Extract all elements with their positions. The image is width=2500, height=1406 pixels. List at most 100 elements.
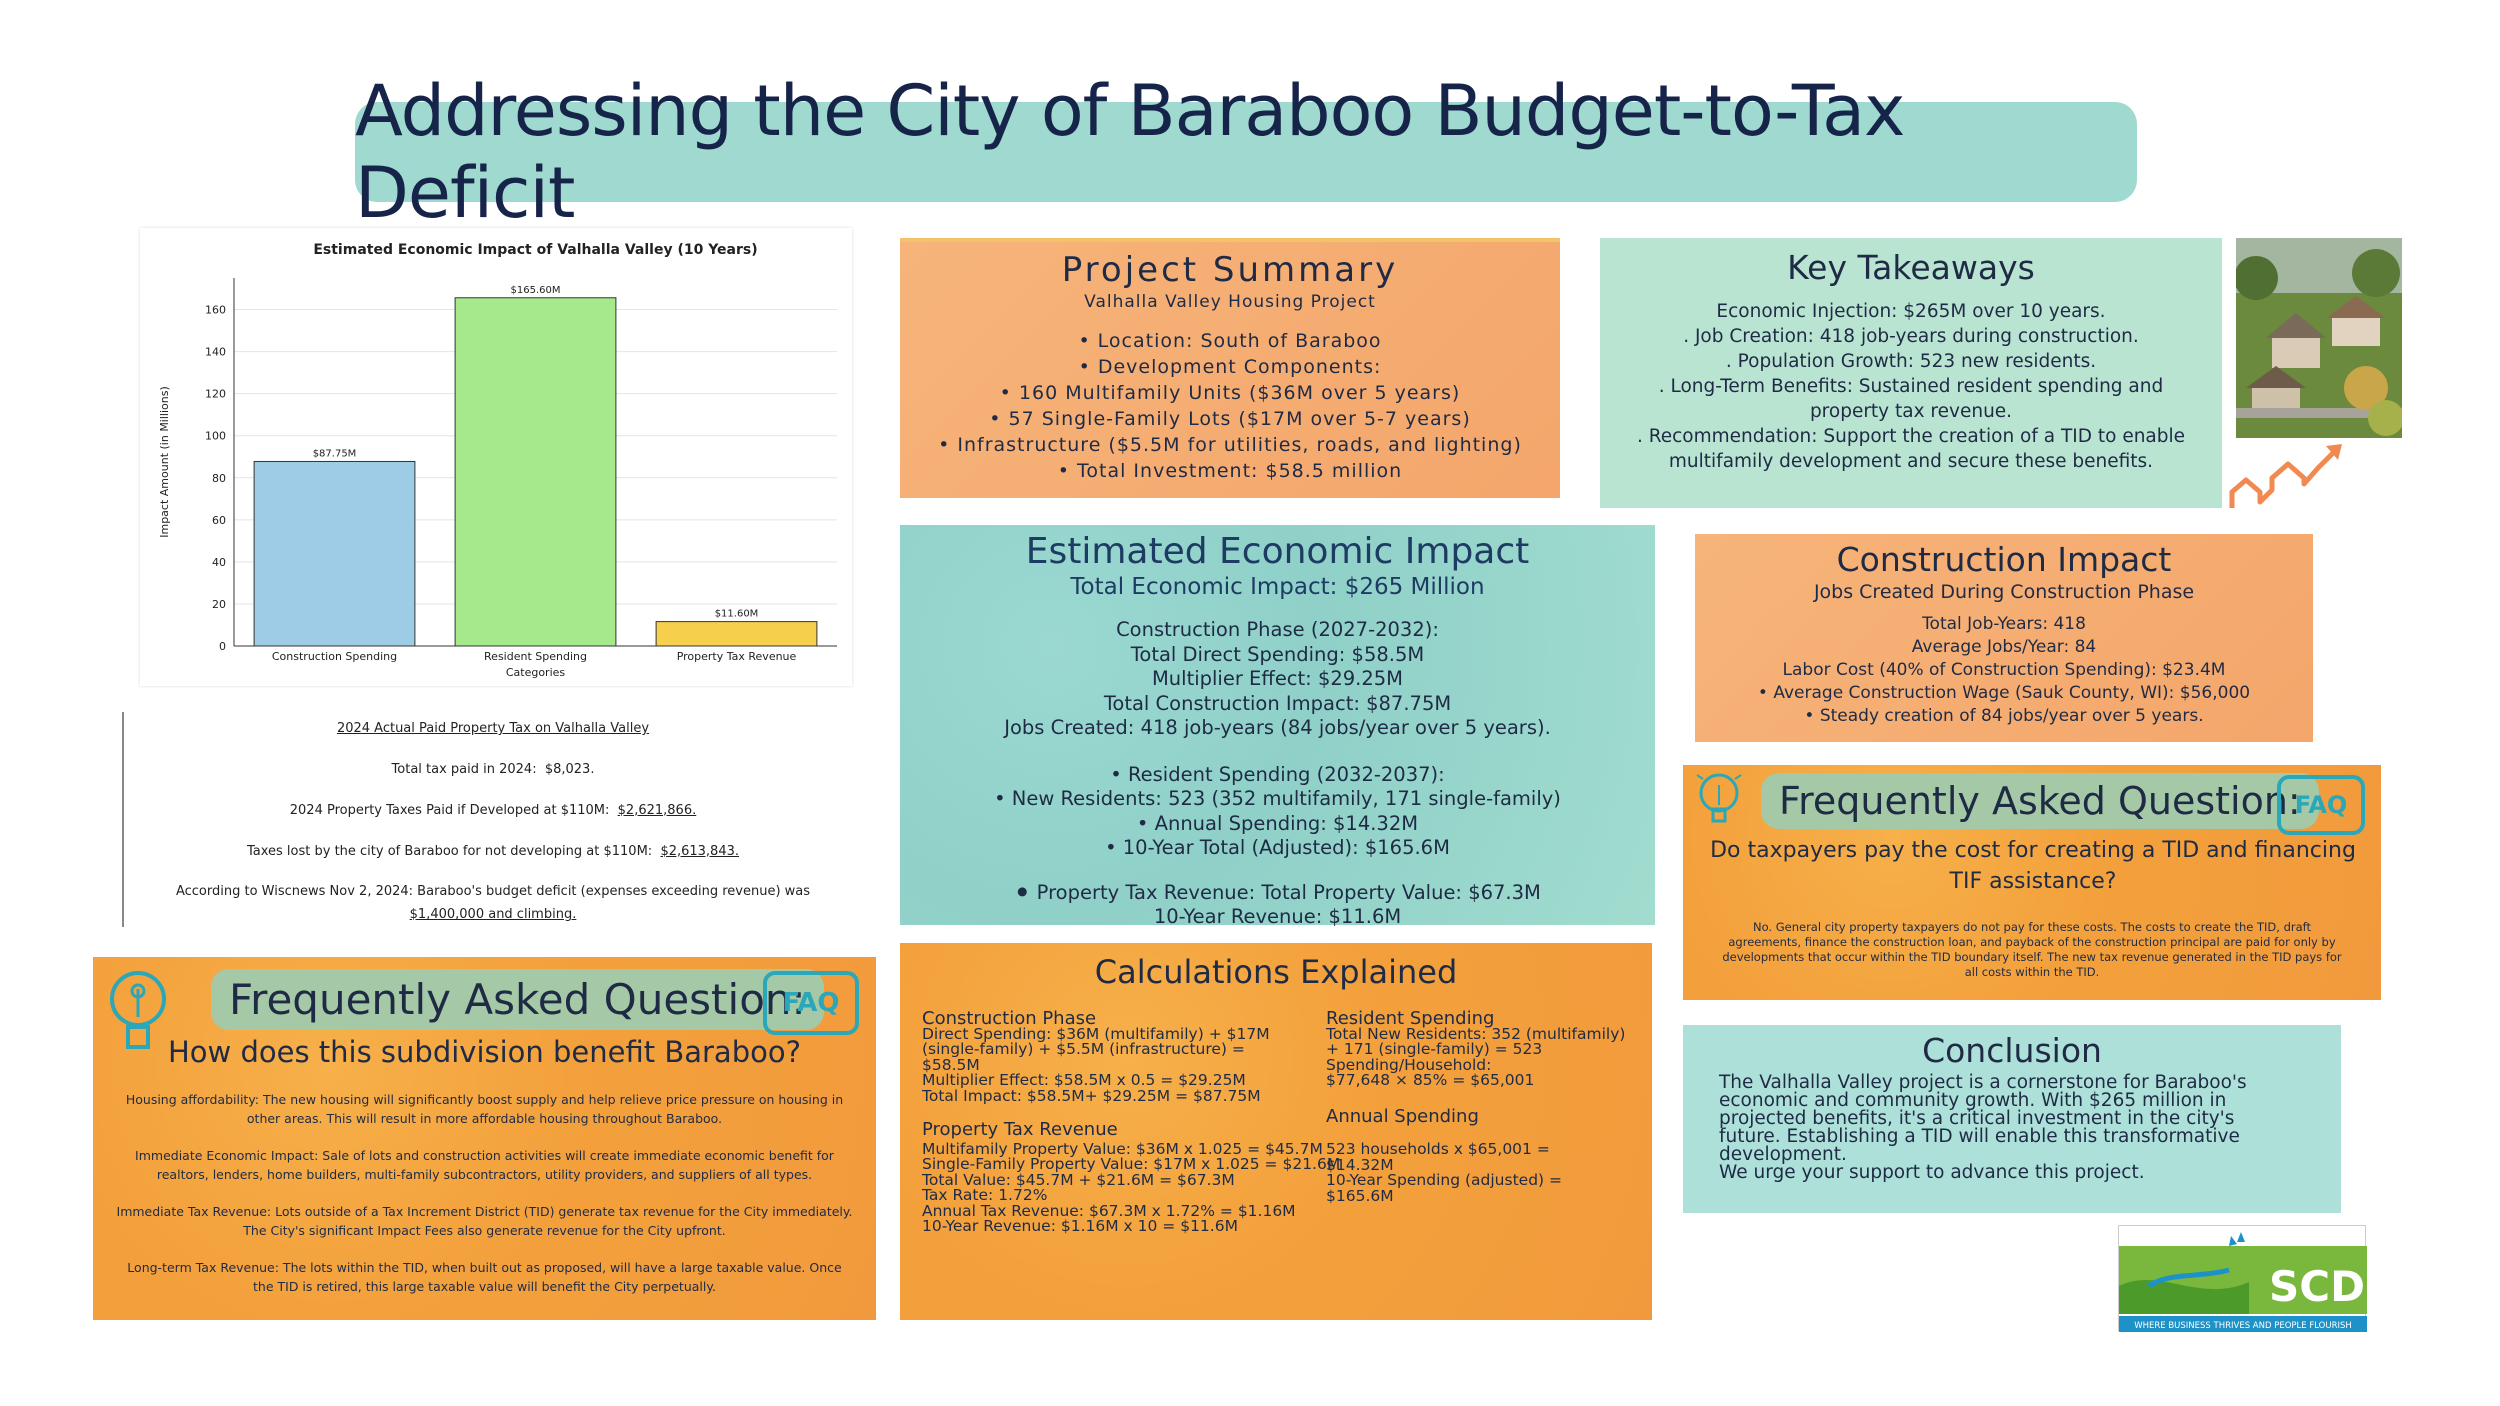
- key-takeaway-item: Economic Injection: $265M over 10 years.: [1716, 301, 2106, 322]
- tax-line-3-label: Taxes lost by the city of Baraboo for no…: [246, 843, 653, 859]
- faq-left-answer: Housing affordability: The new housing w…: [93, 1090, 876, 1296]
- project-summary-item: • 160 Multifamily Units ($36M over 5 yea…: [999, 382, 1461, 404]
- bar-value-label: $11.60M: [715, 609, 759, 620]
- economic-impact-line: • Resident Spending (2032-2037):: [1110, 762, 1445, 786]
- key-takeaway-item: . Long-Term Benefits: Sustained resident…: [1658, 376, 2164, 397]
- calc-line: Tax Rate: 1.72%: [922, 1186, 1048, 1204]
- chart-title: Estimated Economic Impact of Valhalla Va…: [313, 242, 757, 258]
- bar-value-label: $165.60M: [511, 285, 561, 296]
- tax-line-2-value: $2,621,866.: [617, 802, 697, 818]
- economic-impact-line: Jobs Created: 418 job-years (84 jobs/yea…: [1004, 716, 1551, 739]
- calc-line: Multifamily Property Value: $36M x 1.025…: [922, 1139, 1323, 1158]
- calc-line: 10-Year Spending (adjusted) =: [1326, 1171, 1562, 1189]
- y-tick-label: 140: [205, 346, 226, 359]
- calc-line: Multiplier Effect: $58.5M x 0.5 = $29.25…: [922, 1071, 1246, 1089]
- houses-photo: [2236, 238, 2402, 438]
- construction-impact-item: • Steady creation of 84 jobs/year over 5…: [1804, 706, 2204, 726]
- bar-value-label: $87.75M: [313, 448, 357, 459]
- economic-impact-line: Total Construction Impact: $87.75M: [1103, 691, 1452, 715]
- economic-impact-line: • Annual Spending: $14.32M: [1136, 811, 1419, 835]
- faq-left-paragraph: Immediate Tax Revenue: Lots outside of a…: [93, 1202, 876, 1240]
- economic-impact-construction: Construction Phase (2027-2032): Total Dir…: [900, 618, 1655, 741]
- logo-tagline: WHERE BUSINESS THRIVES AND PEOPLE FLOURI…: [2134, 1321, 2352, 1331]
- calc-line: Single-Family Property Value: $17M x 1.0…: [922, 1155, 1341, 1173]
- calc-line: $58.5M: [922, 1055, 980, 1074]
- faq-right-panel: Frequently Asked Question: FAQ Do taxpay…: [1683, 765, 2381, 1000]
- y-tick-label: 160: [205, 304, 226, 317]
- faq-left-paragraph: Housing affordability: The new housing w…: [93, 1090, 876, 1128]
- construction-impact-title: Construction Impact: [1836, 540, 2172, 579]
- calc-right-column: Resident Spending Total New Residents: 3…: [1326, 1008, 1636, 1204]
- calc-construction-heading: Construction Phase: [922, 1008, 1097, 1029]
- calc-line: 523 households x $65,001 =: [1326, 1140, 1550, 1158]
- faq-left-heading-text: Frequently Asked Question:: [229, 975, 806, 1024]
- scdc-logo: SCDC WHERE BUSINESS THRIVES AND PEOPLE F…: [2118, 1225, 2396, 1332]
- economic-impact-line: • 10-Year Total (Adjusted): $165.6M: [1105, 836, 1450, 859]
- calc-line: Total Impact: $58.5M+ $29.25M = $87.75M: [922, 1086, 1261, 1105]
- tax-notes: 2024 Actual Paid Property Tax on Valhall…: [122, 712, 862, 927]
- x-tick-label: Construction Spending: [272, 650, 397, 663]
- key-takeaway-item: multifamily development and secure these…: [1668, 451, 2154, 472]
- faq-left-question: How does this subdivision benefit Barabo…: [167, 1035, 801, 1069]
- x-tick-label: Resident Spending: [484, 650, 587, 663]
- faq-icon: FAQ: [763, 971, 859, 1035]
- calc-line: $77,648 × 85% = $65,001: [1326, 1071, 1535, 1089]
- economic-impact-resident: • Resident Spending (2032-2037): • New Re…: [900, 763, 1655, 861]
- page-title: Addressing the City of Baraboo Budget-to…: [355, 70, 2137, 234]
- calc-line: Total Value: $45.7M + $21.6M = $67.3M: [922, 1170, 1235, 1189]
- growth-house-icon: [2226, 440, 2348, 515]
- tax-line-1-value: $8,023.: [544, 761, 595, 777]
- economic-impact-property-tax: ⚫ Property Tax Revenue: Total Property V…: [900, 881, 1655, 930]
- logo-text: SCDC: [2269, 1262, 2367, 1311]
- faq-left-panel: Frequently Asked Question: FAQ How does …: [93, 957, 876, 1320]
- key-takeaway-item: . Job Creation: 418 job-years during con…: [1683, 326, 2139, 347]
- construction-impact-item: Labor Cost (40% of Construction Spending…: [1782, 660, 2226, 680]
- calc-line: Total New Residents: 352 (multifamily): [1326, 1024, 1626, 1043]
- faq-right-answer: No. General city property taxpayers do n…: [1693, 920, 2371, 980]
- y-tick-label: 0: [219, 640, 226, 653]
- calc-annual-heading: Annual Spending: [1326, 1105, 1479, 1127]
- construction-impact-subtitle: Jobs Created During Construction Phase: [1813, 581, 2195, 603]
- economic-impact-line: Construction Phase (2027-2032):: [1116, 618, 1439, 641]
- y-tick-label: 100: [205, 430, 226, 443]
- project-summary-panel: Project Summary Valhalla Valley Housing …: [900, 238, 1560, 498]
- y-tick-label: 80: [212, 472, 226, 485]
- economic-impact-panel: Estimated Economic Impact Total Economic…: [900, 525, 1655, 928]
- bar-property-tax-revenue: [655, 621, 818, 647]
- project-summary-title: Project Summary: [1061, 250, 1399, 290]
- project-summary-item: • Location: South of Baraboo: [1078, 330, 1382, 352]
- economic-impact-line: ⚫ Property Tax Revenue: Total Property V…: [1014, 880, 1541, 904]
- chart-panel: Estimated Economic Impact of Valhalla Va…: [140, 228, 852, 686]
- calc-line: Direct Spending: $36M (multifamily) + $1…: [922, 1024, 1270, 1043]
- calc-line: $14.32M: [1326, 1155, 1394, 1174]
- bar-chart: Estimated Economic Impact of Valhalla Va…: [158, 242, 837, 679]
- calc-line: + 171 (single-family) = 523: [1326, 1040, 1543, 1058]
- project-summary-list: • Location: South of Baraboo • Developmen…: [900, 328, 1560, 484]
- tax-line-3-value: $2,613,843.: [660, 843, 740, 859]
- project-summary-item: • 57 Single-Family Lots ($17M over 5-7 y…: [989, 408, 1471, 430]
- faq-right-heading: Frequently Asked Question:: [1761, 773, 2319, 829]
- calc-line: Spending/Household:: [1326, 1055, 1492, 1074]
- key-takeaways-panel: Key Takeaways Economic Injection: $265M …: [1600, 238, 2222, 508]
- project-summary-item: • Development Components:: [1078, 356, 1382, 378]
- calculations-title: Calculations Explained: [1094, 953, 1458, 991]
- conclusion-panel: Conclusion The Valhalla Valley project i…: [1683, 1025, 2341, 1213]
- construction-impact-item: • Average Construction Wage (Sauk County…: [1757, 683, 2251, 703]
- faq-left-paragraph-line: Immediate Economic Impact: Sale of lots …: [135, 1148, 834, 1163]
- calculations-panel: Calculations Explained Construction Phas…: [900, 943, 1652, 1320]
- y-axis-label: Impact Amount (in Millions): [158, 386, 171, 538]
- faq-right-answer-line: all costs within the TID.: [1964, 965, 2100, 979]
- calc-resident-heading: Resident Spending: [1326, 1008, 1495, 1029]
- calc-line: Annual Tax Revenue: $67.3M x 1.72% = $1.…: [922, 1201, 1296, 1220]
- faq-left-paragraph-line: Immediate Tax Revenue: Lots outside of a…: [116, 1204, 853, 1219]
- conclusion-line: economic and community growth. With $265…: [1719, 1090, 2227, 1111]
- lightbulb-icon: [103, 961, 173, 1061]
- construction-impact-item: Average Jobs/Year: 84: [1911, 637, 2097, 657]
- x-tick-label: Property Tax Revenue: [677, 650, 797, 663]
- conclusion-line: development.: [1719, 1144, 1847, 1165]
- y-tick-label: 60: [212, 514, 226, 527]
- faq-right-heading-text: Frequently Asked Question:: [1779, 779, 2301, 823]
- faq-right-answer-line: developments that occur within the TID b…: [1722, 950, 2342, 964]
- project-summary-subtitle: Valhalla Valley Housing Project: [1084, 292, 1376, 312]
- faq-left-paragraph-line: Housing affordability: The new housing w…: [125, 1092, 844, 1107]
